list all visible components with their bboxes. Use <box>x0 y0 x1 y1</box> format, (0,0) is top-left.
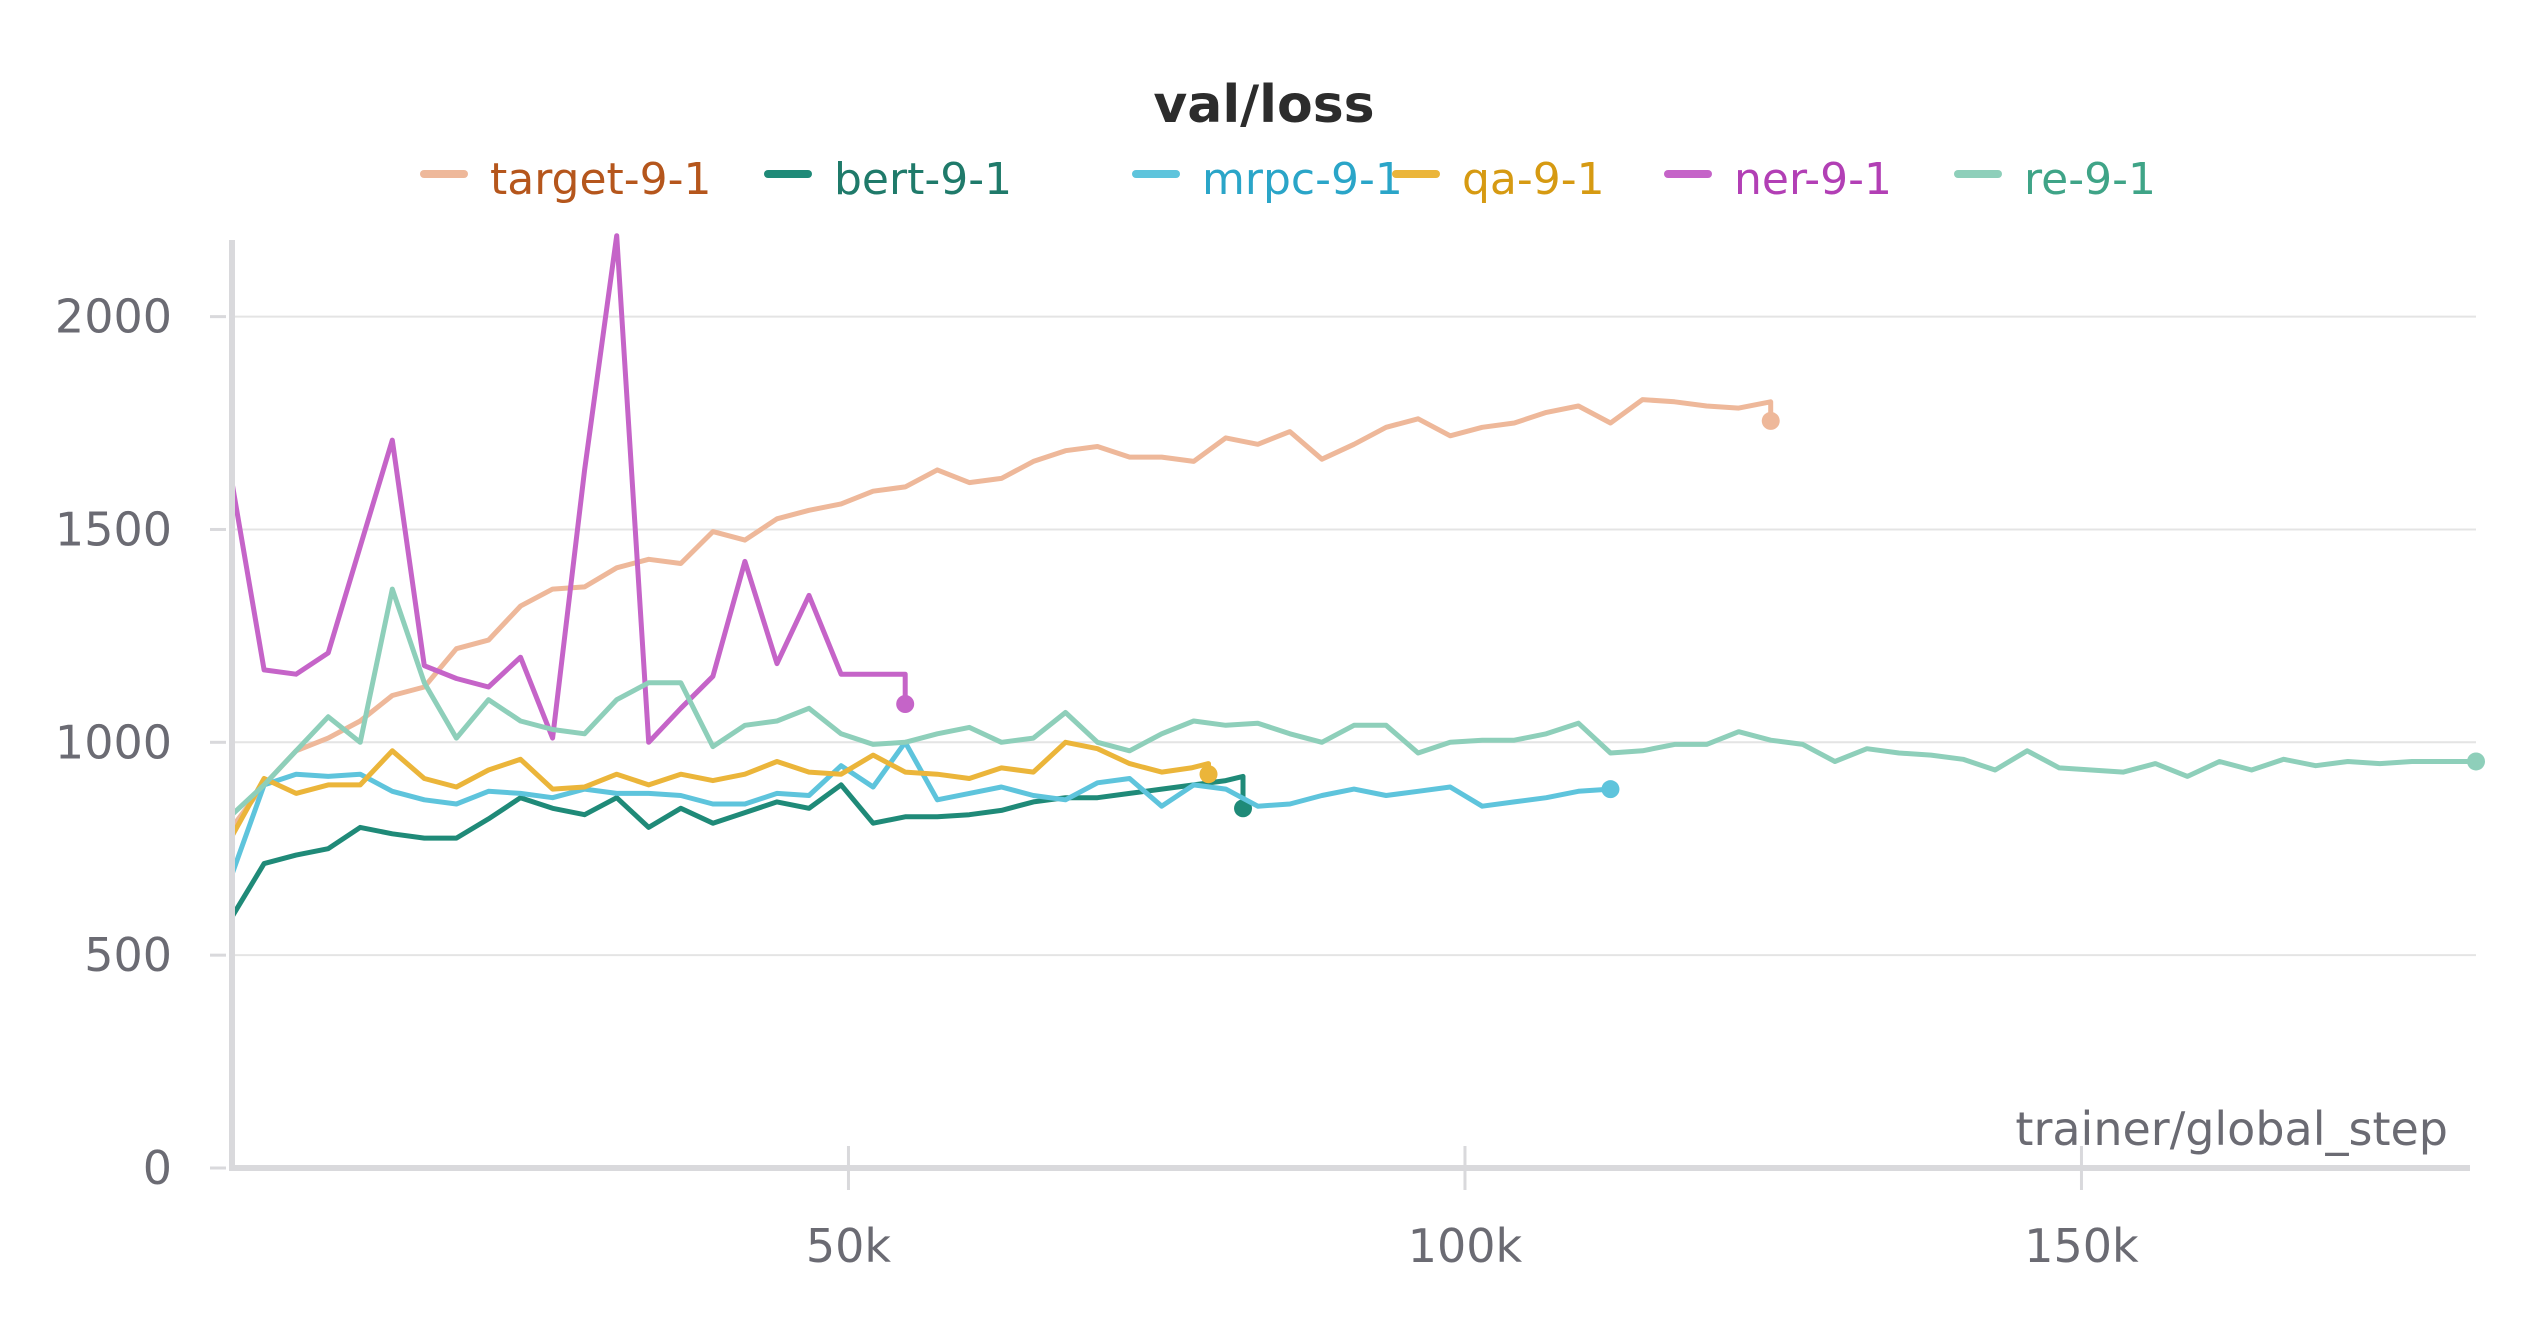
y-tick-label: 0 <box>143 1141 172 1195</box>
series-endpoint-ner-9-1 <box>896 695 915 713</box>
gridlines <box>232 315 2476 957</box>
series-endpoint-target-9-1 <box>1761 411 1780 430</box>
legend-label-mrpc-9-1: mrpc-9-1 <box>1202 154 1403 205</box>
series-endpoint-mrpc-9-1 <box>1601 780 1620 799</box>
chart-title: val/loss <box>1153 75 1374 135</box>
series-lines <box>229 233 2485 920</box>
legend-label-target-9-1: target-9-1 <box>490 154 712 205</box>
series-line-target-9-1 <box>229 397 1774 830</box>
y-tick-label: 500 <box>84 928 172 982</box>
series-line-re-9-1 <box>229 586 2479 818</box>
y-tick-label: 1000 <box>55 715 172 769</box>
series-endpoint-re-9-1 <box>2467 752 2485 771</box>
x-axis-label: trainer/global_step <box>2015 1102 2448 1156</box>
legend-label-qa-9-1: qa-9-1 <box>1462 154 1605 205</box>
x-tick-label: 50k <box>806 1219 892 1273</box>
y-tick-label: 2000 <box>55 290 172 344</box>
y-tick-label: 1500 <box>55 502 172 556</box>
series-line-bert-9-1 <box>229 773 1246 920</box>
y-axis-ticks: 0 500 1000 1500 2000 <box>55 290 226 1195</box>
legend-label-ner-9-1: ner-9-1 <box>1734 154 1892 205</box>
legend-label-re-9-1: re-9-1 <box>2024 154 2156 205</box>
series-line-mrpc-9-1 <box>229 739 1613 877</box>
x-tick-label: 100k <box>1408 1219 1523 1273</box>
legend-label-bert-9-1: bert-9-1 <box>834 154 1012 205</box>
series-endpoint-bert-9-1 <box>1234 799 1253 818</box>
series-line-ner-9-1 <box>229 233 908 745</box>
series-line-qa-9-1 <box>229 739 1211 839</box>
legend: target-9-1 bert-9-1 mrpc-9-1 qa-9-1 ner-9-1 r… <box>420 154 2156 205</box>
x-tick-label: 150k <box>2024 1219 2139 1273</box>
series-endpoint-qa-9-1 <box>1199 765 1218 784</box>
x-axis-ticks: 50k 100k 150k <box>806 1146 2139 1273</box>
